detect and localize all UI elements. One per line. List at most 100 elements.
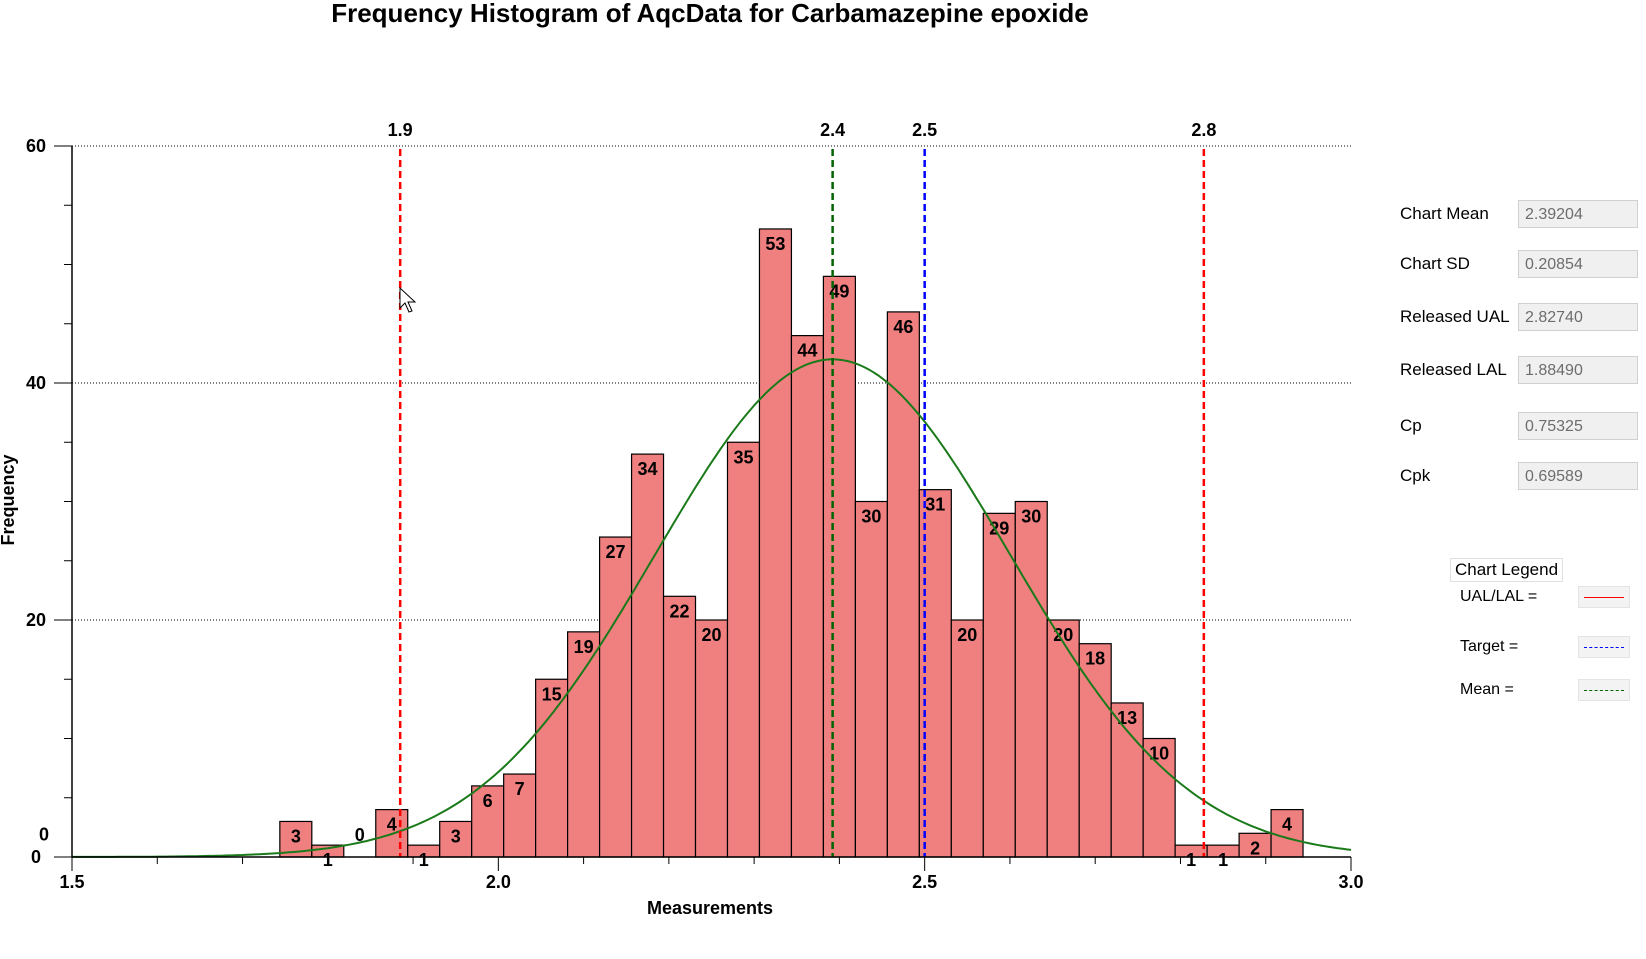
bar-value-label: 4 [387,815,397,835]
mouse-cursor-icon [399,286,417,313]
bar-value-label: 20 [1053,625,1073,645]
bar-value-label: 20 [957,625,977,645]
reference-lines: 1.9 2.4 2.5 2.8 [388,120,1216,857]
cp-field[interactable]: 0.75325 [1518,412,1638,440]
bar-value-label: 10 [1149,744,1169,764]
bar-value-label: 35 [733,447,753,467]
bar-value-label: 46 [893,317,913,337]
released-ual-field[interactable]: 2.82740 [1518,303,1638,331]
histogram-bar [950,619,984,858]
bar-value-label: 30 [861,507,881,527]
bar-value-label: 3 [291,826,301,846]
bar-value-label: 0 [355,825,365,845]
legend-label: UAL/LAL = [1460,588,1538,605]
mean-swatch [1578,679,1630,701]
chart-title: Frequency Histogram of AqcData for Carba… [331,0,1089,28]
x-axis-title: Measurements [647,898,773,918]
bar-value-label: 1 [1218,850,1228,870]
histogram-bar [1142,737,1176,858]
histogram-bar [982,512,1016,858]
chart-sd-field[interactable]: 0.20854 [1518,250,1638,278]
released-lal-field[interactable]: 1.88490 [1518,356,1638,384]
reference-line-label: 1.9 [388,120,413,140]
reference-line-label: 2.8 [1191,120,1216,140]
bar-value-label: 3 [451,826,461,846]
x-tick-label: 2.5 [912,872,937,892]
bar-value-label: 22 [670,601,690,621]
y-tick-label: 20 [26,610,46,630]
histogram-bars [279,228,1304,858]
histogram-bar [662,595,697,858]
bar-value-label: 4 [1282,815,1292,835]
histogram-bar [886,311,920,858]
bar-value-label: 49 [829,281,849,301]
bar-value-label: 2 [1250,838,1260,858]
histogram-bar [758,228,793,858]
bar-value-label: 1 [419,850,429,870]
extra-value-label: 0 [39,824,49,844]
stat-label: Cpk [1400,466,1431,485]
stat-row-chart-mean: Chart Mean 2.39204 [1390,200,1646,232]
normal-curve [72,358,1352,858]
bar-value-label: 15 [542,684,562,704]
y-axis-title: Frequency [0,454,18,545]
bar-value-label: 30 [1021,507,1041,527]
histogram-bar [854,500,888,858]
target-swatch [1578,636,1630,658]
bar-value-label: 20 [701,625,721,645]
y-tick-label: 60 [26,136,46,156]
bar-value-label: 18 [1085,649,1105,669]
stat-label: Released LAL [1400,360,1507,379]
histogram-bar [630,453,665,858]
y-tick-label: 0 [31,847,41,867]
stat-label: Cp [1400,416,1422,435]
histogram-bar [598,536,633,858]
bar-value-label: 53 [765,234,785,254]
y-tick-label: 40 [26,373,46,393]
stat-label: Released UAL [1400,307,1510,326]
stat-label: Chart SD [1400,254,1470,273]
stat-row-released-lal: Released LAL 1.88490 [1390,356,1646,388]
chart-legend: Chart Legend UAL/LAL = Target = Mean = [1390,550,1646,750]
histogram-bar [1270,808,1304,858]
reference-line-label: 2.5 [912,120,937,140]
histogram-bar [471,785,505,858]
reference-line-label: 2.4 [820,120,845,140]
histogram-bar [726,441,761,858]
histogram-bar [567,631,601,858]
legend-label: Target = [1460,638,1519,655]
histogram-bar [694,619,729,858]
x-tick-label: 2.0 [486,872,511,892]
chart-mean-field[interactable]: 2.39204 [1518,200,1638,228]
bar-value-label: 19 [574,637,594,657]
bar-value-label: 34 [638,459,658,479]
x-tick-label: 3.0 [1338,872,1363,892]
x-tick-label: 1.5 [59,872,84,892]
normal-curve-line [72,358,1352,858]
bar-value-label: 13 [1117,708,1137,728]
grid-lines [72,145,1351,621]
legend-label: Mean = [1460,681,1514,698]
cpk-field[interactable]: 0.69589 [1518,462,1638,490]
histogram-bar [1046,619,1080,858]
histogram-bar [822,275,856,858]
legend-title: Chart Legend [1450,558,1564,582]
ual-lal-swatch [1578,586,1630,608]
histogram-bar [1014,500,1048,858]
bar-value-label: 1 [1186,850,1196,870]
legend-item-target: Target = [1460,636,1640,660]
bar-value-label: 7 [515,779,525,799]
stat-row-chart-sd: Chart SD 0.20854 [1390,250,1646,282]
bar-value-label: 29 [989,518,1009,538]
histogram-bar [1110,702,1144,858]
bar-value-label: 6 [483,791,493,811]
legend-item-mean: Mean = [1460,679,1640,703]
histogram-bar [1078,643,1112,858]
bar-value-label: 31 [925,495,945,515]
histogram-bar [790,335,825,858]
stat-row-cpk: Cpk 0.69589 [1390,462,1646,494]
stat-row-cp: Cp 0.75325 [1390,412,1646,444]
bar-value-label: 27 [606,542,626,562]
bar-value-labels: 3104136715192734222035534449304631202930… [39,234,1292,870]
